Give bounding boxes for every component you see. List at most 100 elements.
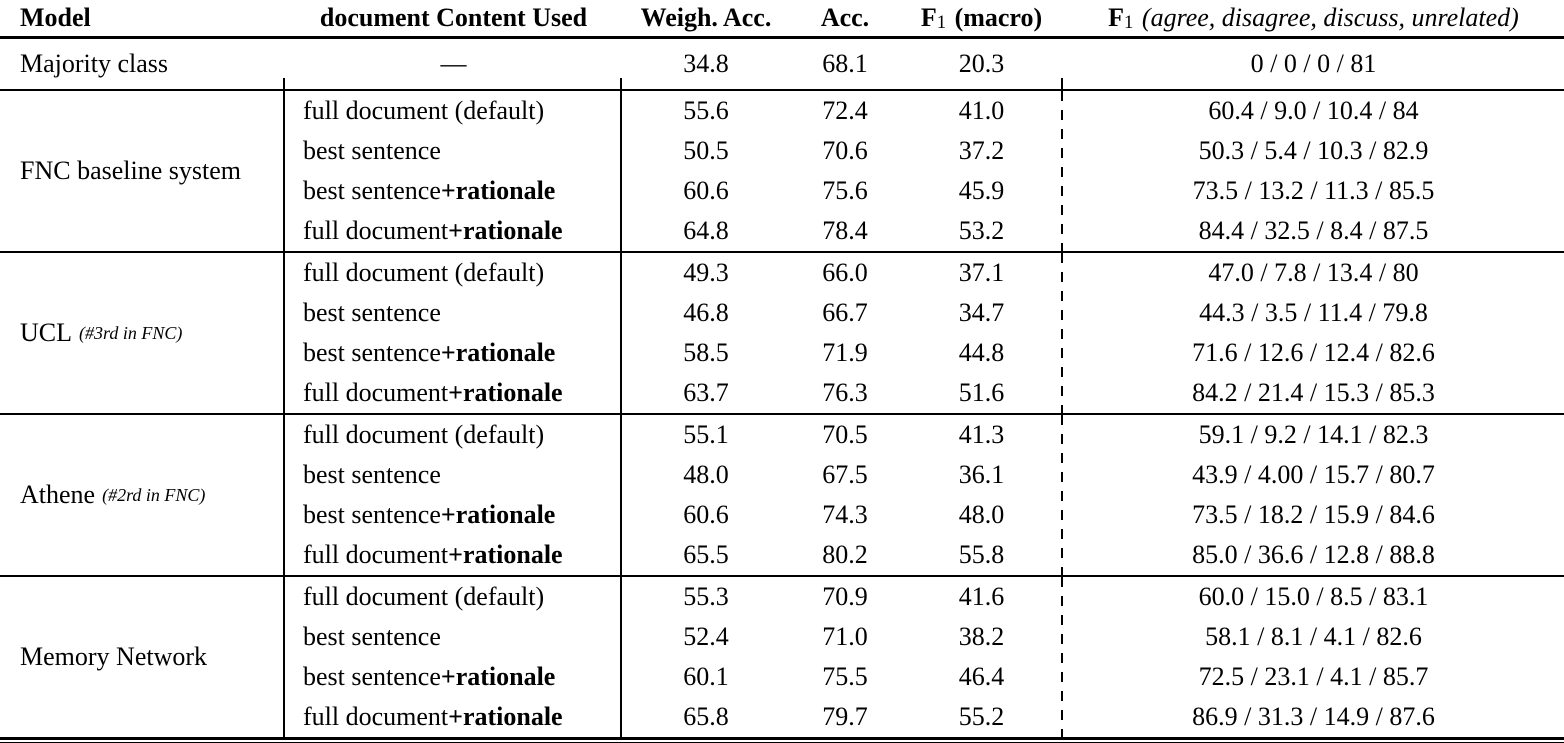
acc-cell: 66.0 bbox=[822, 258, 868, 287]
model-group-fnc-baseline: FNC baseline system full document (defau… bbox=[0, 91, 1564, 253]
f1-classes-cell: 71.6 / 12.6 / 12.4 / 82.6 bbox=[1192, 338, 1435, 367]
col-header-content-used: document Content Used bbox=[319, 3, 588, 32]
acc-cell: 70.9 bbox=[822, 582, 868, 611]
model-cell: FNC baseline system bbox=[0, 91, 285, 251]
weigh-acc-cell: 60.1 bbox=[683, 662, 729, 691]
f1-macro-cell: 37.1 bbox=[958, 258, 1005, 287]
weigh-acc-cell: 60.6 bbox=[683, 176, 729, 205]
weigh-acc-cell: 65.8 bbox=[683, 702, 729, 731]
weigh-acc-cell: 64.8 bbox=[683, 216, 729, 245]
majority-class-row: Majority class — 34.8 68.1 20.3 0 / 0 / … bbox=[0, 39, 1564, 91]
model-group-memory-network: Memory Network full document (default) 5… bbox=[0, 577, 1564, 740]
acc-cell: 70.5 bbox=[822, 420, 868, 449]
column-rule-tick bbox=[620, 78, 622, 89]
model-name: UCL bbox=[20, 318, 72, 347]
acc-cell: 67.5 bbox=[822, 460, 868, 489]
weigh-acc-cell: 46.8 bbox=[683, 298, 729, 327]
dashed-column-rule bbox=[1061, 577, 1063, 737]
f1-classes-label: (agree, disagree, discuss, unrelated) bbox=[1141, 3, 1519, 32]
f1-classes-cell: 60.0 / 15.0 / 8.5 / 83.1 bbox=[1198, 582, 1429, 611]
content-used-cell: full document +rationale bbox=[285, 535, 622, 575]
f1-classes-cell: 47.0 / 7.8 / 13.4 / 80 bbox=[1208, 258, 1419, 287]
f1-classes-cell: 50.3 / 5.4 / 10.3 / 82.9 bbox=[1198, 136, 1429, 165]
f1-macro-cell: 34.7 bbox=[958, 298, 1005, 327]
weigh-acc-cell: 60.6 bbox=[683, 500, 729, 529]
weigh-acc-cell: 55.3 bbox=[683, 582, 729, 611]
acc-cell: 71.0 bbox=[822, 622, 868, 651]
model-cell: Majority class bbox=[20, 49, 169, 78]
content-used-cell: full document (default) bbox=[285, 577, 622, 617]
dashed-column-rule bbox=[1061, 253, 1063, 413]
f1-classes-cell: 85.0 / 36.6 / 12.8 / 88.8 bbox=[1192, 540, 1435, 569]
weigh-acc-cell: 55.6 bbox=[683, 96, 729, 125]
content-used-cell: best sentence bbox=[285, 455, 622, 495]
column-rule-tick bbox=[1061, 78, 1063, 89]
weigh-acc-cell: 58.5 bbox=[683, 338, 729, 367]
table-header-row: Model document Content Used Weigh. Acc. … bbox=[0, 0, 1564, 39]
f1-symbol: F bbox=[1108, 3, 1125, 32]
f1-classes-cell: 72.5 / 23.1 / 4.1 / 85.7 bbox=[1198, 662, 1429, 691]
model-group-athene: Athene (#2rd in FNC) full document (defau… bbox=[0, 415, 1564, 577]
f1-macro-cell: 44.8 bbox=[958, 338, 1005, 367]
dashed-column-rule bbox=[1061, 415, 1063, 575]
col-header-weigh-acc: Weigh. Acc. bbox=[640, 3, 772, 32]
content-used-cell: best sentence bbox=[285, 131, 622, 171]
content-used-cell: full document (default) bbox=[285, 91, 622, 131]
content-used-cell: — bbox=[440, 49, 467, 78]
f1-macro-cell: 55.8 bbox=[958, 540, 1005, 569]
content-used-cell: best sentence bbox=[285, 293, 622, 333]
content-used-cell: full document (default) bbox=[285, 415, 622, 455]
f1-macro-cell: 41.6 bbox=[958, 582, 1005, 611]
acc-cell: 75.5 bbox=[822, 662, 868, 691]
f1-macro-cell: 41.3 bbox=[958, 420, 1005, 449]
model-name: FNC baseline system bbox=[20, 156, 241, 185]
weigh-acc-cell: 63.7 bbox=[683, 378, 729, 407]
f1-macro-cell: 51.6 bbox=[958, 378, 1005, 407]
weigh-acc-cell: 52.4 bbox=[683, 622, 729, 651]
f1-macro-cell: 48.0 bbox=[958, 500, 1005, 529]
content-used-cell: best sentence +rationale bbox=[285, 495, 622, 535]
weigh-acc-cell: 34.8 bbox=[683, 49, 729, 78]
weigh-acc-cell: 50.5 bbox=[683, 136, 729, 165]
f1-macro-label: (macro) bbox=[954, 3, 1043, 32]
f1-classes-cell: 84.4 / 32.5 / 8.4 / 87.5 bbox=[1198, 216, 1429, 245]
acc-cell: 75.6 bbox=[822, 176, 868, 205]
model-note: (#3rd in FNC) bbox=[79, 322, 183, 343]
f1-classes-cell: 58.1 / 8.1 / 4.1 / 82.6 bbox=[1205, 622, 1422, 651]
model-cell: Athene (#2rd in FNC) bbox=[0, 415, 285, 575]
acc-cell: 78.4 bbox=[822, 216, 868, 245]
f1-classes-cell: 73.5 / 18.2 / 15.9 / 84.6 bbox=[1192, 500, 1435, 529]
content-used-cell: best sentence +rationale bbox=[285, 657, 622, 697]
acc-cell: 70.6 bbox=[822, 136, 868, 165]
content-used-cell: best sentence +rationale bbox=[285, 171, 622, 211]
f1-classes-cell: 73.5 / 13.2 / 11.3 / 85.5 bbox=[1192, 176, 1435, 205]
f1-macro-cell: 41.0 bbox=[958, 96, 1005, 125]
content-used-cell: full document +rationale bbox=[285, 697, 622, 737]
f1-macro-cell: 20.3 bbox=[958, 49, 1005, 78]
f1-classes-cell: 84.2 / 21.4 / 15.3 / 85.3 bbox=[1192, 378, 1435, 407]
f1-macro-cell: 55.2 bbox=[958, 702, 1005, 731]
col-header-acc: Acc. bbox=[820, 3, 870, 32]
f1-macro-cell: 53.2 bbox=[958, 216, 1005, 245]
weigh-acc-cell: 55.1 bbox=[683, 420, 729, 449]
f1-classes-cell: 43.9 / 4.00 / 15.7 / 80.7 bbox=[1192, 460, 1435, 489]
acc-cell: 68.1 bbox=[822, 49, 868, 78]
weigh-acc-cell: 48.0 bbox=[683, 460, 729, 489]
model-group-ucl: UCL (#3rd in FNC) full document (default)… bbox=[0, 253, 1564, 415]
acc-cell: 66.7 bbox=[822, 298, 868, 327]
model-cell: UCL (#3rd in FNC) bbox=[0, 253, 285, 413]
f1-macro-cell: 37.2 bbox=[958, 136, 1005, 165]
acc-cell: 71.9 bbox=[822, 338, 868, 367]
f1-classes-cell: 0 / 0 / 0 / 81 bbox=[1250, 49, 1377, 78]
f1-classes-cell: 59.1 / 9.2 / 14.1 / 82.3 bbox=[1198, 420, 1429, 449]
model-cell: Memory Network bbox=[0, 577, 285, 737]
model-note: (#2rd in FNC) bbox=[102, 484, 206, 505]
content-used-cell: best sentence bbox=[285, 617, 622, 657]
acc-cell: 80.2 bbox=[822, 540, 868, 569]
content-used-cell: full document +rationale bbox=[285, 211, 622, 251]
f1-macro-cell: 46.4 bbox=[958, 662, 1005, 691]
weigh-acc-cell: 65.5 bbox=[683, 540, 729, 569]
